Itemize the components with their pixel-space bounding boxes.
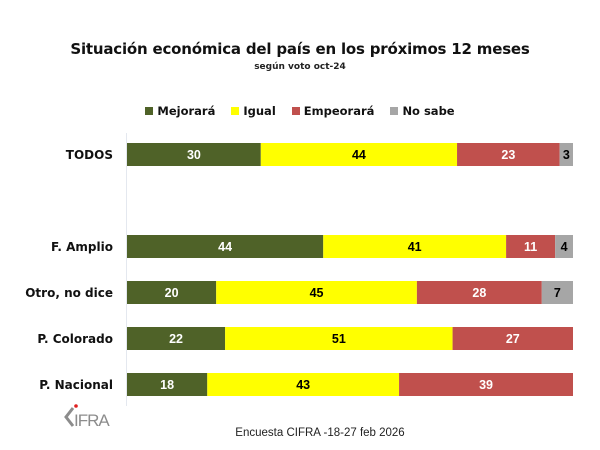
- bar-p-colorado-mejorara: [127, 327, 226, 350]
- data-label-f-amplio-mejorara: 44: [218, 240, 232, 254]
- bar-f-amplio-mejorara: [127, 235, 324, 258]
- source-note: Encuesta CIFRA -18-27 feb 2026: [235, 427, 405, 439]
- legend-swatch-empeorara: [291, 107, 300, 115]
- data-label-otro-no-dice-mejorara: 20: [165, 286, 179, 300]
- legend-label-mejorara: Mejorará: [157, 104, 216, 118]
- category-label-todos: TODOS: [66, 148, 113, 162]
- legend-swatch-igual: [231, 107, 240, 115]
- bar-todos-mejorara: [127, 143, 261, 166]
- data-label-todos-no-sabe: 3: [563, 148, 570, 162]
- legend-item-igual: Igual: [231, 104, 276, 118]
- bar-f-amplio-no-sabe: [555, 235, 573, 258]
- legend: Mejorará Igual Empeorará No sabe: [0, 104, 600, 118]
- legend-item-empeorara: Empeorará: [291, 104, 375, 118]
- data-label-p-nacional-empeorara: 39: [479, 378, 493, 392]
- data-label-otro-no-dice-no-sabe: 7: [554, 286, 561, 300]
- data-label-p-colorado-igual: 51: [332, 332, 346, 346]
- data-label-p-nacional-mejorara: 18: [160, 378, 174, 392]
- data-label-todos-igual: 44: [352, 148, 366, 162]
- bar-f-amplio-igual: [323, 235, 507, 258]
- data-label-f-amplio-empeorara: 11: [524, 240, 537, 254]
- bar-p-nacional-igual: [207, 373, 400, 396]
- data-label-otro-no-dice-empeorara: 28: [472, 286, 486, 300]
- bar-otro-no-dice-no-sabe: [541, 281, 573, 304]
- bar-p-nacional-empeorara: [399, 373, 573, 396]
- data-label-f-amplio-no-sabe: 4: [561, 240, 568, 254]
- bar-p-colorado-igual: [225, 327, 453, 350]
- chart-subtitle: según voto oct-24: [254, 62, 346, 72]
- legend-label-no-sabe: No sabe: [402, 104, 455, 118]
- bar-otro-no-dice-empeorara: [416, 281, 542, 304]
- legend-label-igual: Igual: [243, 104, 276, 118]
- chart-title: Situación económica del país en los próx…: [70, 40, 530, 58]
- category-label-f-amplio: F. Amplio: [51, 240, 113, 254]
- legend-item-mejorara: Mejorará: [145, 104, 215, 118]
- data-label-otro-no-dice-igual: 45: [310, 286, 324, 300]
- data-label-p-nacional-igual: 43: [296, 378, 310, 392]
- bar-todos-igual: [260, 143, 458, 166]
- bar-f-amplio-empeorara: [506, 235, 556, 258]
- legend-swatch-mejorara: [145, 107, 154, 115]
- cifra-logo: IFRA: [64, 404, 111, 429]
- data-label-todos-mejorara: 30: [187, 148, 201, 162]
- logo-red-dot: [74, 404, 78, 408]
- bar-otro-no-dice-igual: [216, 281, 417, 304]
- bar-otro-no-dice-mejorara: [127, 281, 217, 304]
- data-label-p-colorado-mejorara: 22: [169, 332, 183, 346]
- legend-item-no-sabe: No sabe: [390, 104, 455, 118]
- bar-p-colorado-empeorara: [452, 327, 573, 350]
- data-label-f-amplio-igual: 41: [408, 240, 422, 254]
- legend-label-empeorara: Empeorará: [303, 104, 375, 118]
- logo-text: IFRA: [74, 411, 110, 429]
- category-label-p-nacional: P. Nacional: [39, 378, 113, 392]
- bar-todos-empeorara: [457, 143, 560, 166]
- legend-swatch-no-sabe: [390, 107, 399, 115]
- data-label-p-colorado-empeorara: 27: [506, 332, 520, 346]
- bar-todos-no-sabe: [559, 143, 573, 166]
- data-label-todos-empeorara: 23: [501, 148, 515, 162]
- category-label-p-colorado: P. Colorado: [37, 332, 113, 346]
- logo-chevron-shape: [64, 407, 75, 427]
- bar-p-nacional-mejorara: [127, 373, 208, 396]
- category-label-otro-no-dice: Otro, no dice: [25, 286, 113, 300]
